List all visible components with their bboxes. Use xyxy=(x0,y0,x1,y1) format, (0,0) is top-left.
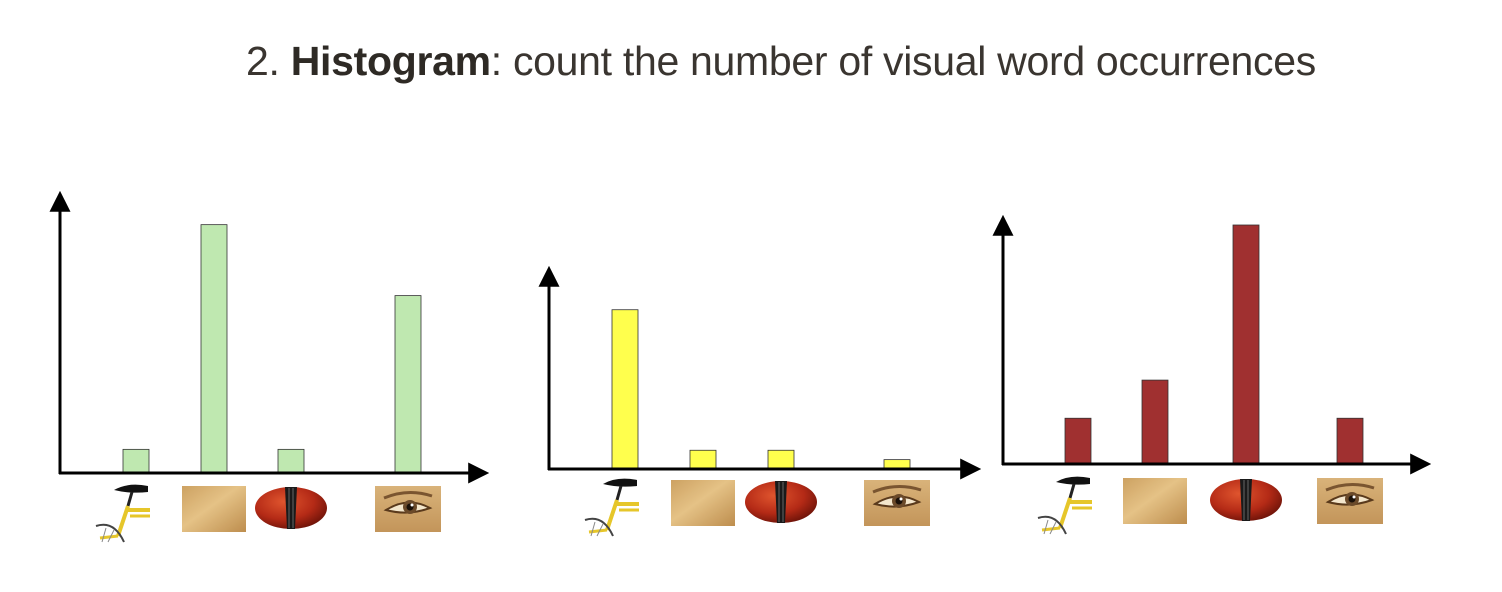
histogram-2-violin-body-icon xyxy=(745,481,817,523)
histogram-3-bar-1 xyxy=(1064,417,1092,465)
histogram-1 xyxy=(49,190,490,543)
histogram-1-bicycle-seat-icon xyxy=(95,484,150,543)
histogram-1-bar-4 xyxy=(394,295,422,474)
histogram-3-skin-patch-icon xyxy=(1123,478,1187,524)
histogram-2-eye-icon xyxy=(864,480,930,526)
histogram-1-bar-3 xyxy=(277,448,305,474)
title-bold-term: Histogram xyxy=(290,38,491,84)
histogram-2-bar-1 xyxy=(611,309,639,470)
histogram-1-bar-1 xyxy=(122,448,150,474)
histogram-2-bicycle-seat-icon xyxy=(584,478,639,537)
histogram-1-eye-icon xyxy=(375,486,441,532)
histogram-3-bar-4 xyxy=(1336,417,1364,465)
histogram-3-bar-3 xyxy=(1232,224,1260,465)
histogram-1-skin-patch-icon xyxy=(182,486,246,532)
histogram-2-skin-patch-icon xyxy=(671,480,735,526)
histogram-2-bar-3 xyxy=(767,449,795,470)
histogram-3-eye-icon xyxy=(1317,478,1383,524)
histogram-2 xyxy=(538,265,982,537)
histogram-1-violin-body-icon xyxy=(255,487,327,529)
histogram-2-bar-2 xyxy=(689,449,717,470)
histogram-3 xyxy=(992,214,1432,535)
histogram-3-bar-2 xyxy=(1141,379,1169,465)
histogram-3-violin-body-icon xyxy=(1210,479,1282,521)
histogram-1-bar-2 xyxy=(200,224,228,474)
histogram-3-bicycle-seat-icon xyxy=(1037,476,1092,535)
slide-title: 2. Histogram: count the number of visual… xyxy=(0,38,1502,85)
title-description: : count the number of visual word occurr… xyxy=(490,38,1316,84)
title-number: 2. xyxy=(246,38,291,84)
